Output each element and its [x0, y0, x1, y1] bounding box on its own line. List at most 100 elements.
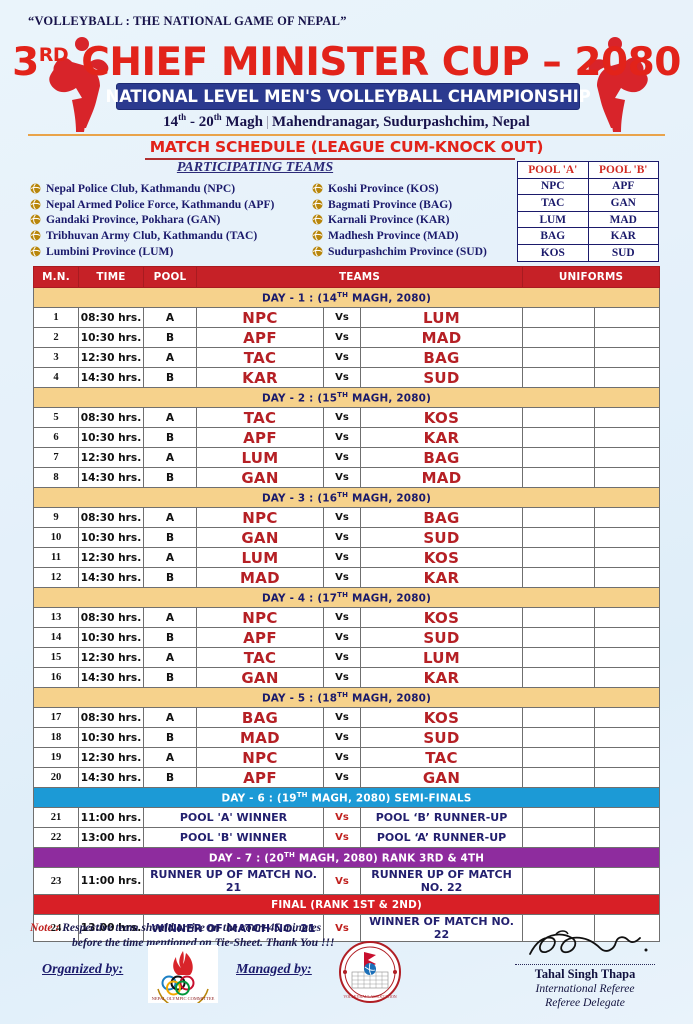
- col-header-time: TIME: [78, 266, 144, 288]
- match-number: 2: [33, 327, 79, 348]
- match-time: 10:30 hrs.: [78, 327, 144, 348]
- uniform-cell-2: [594, 747, 661, 768]
- pool-a-team: NPC: [517, 177, 589, 196]
- title-ordinal-suffix: RD: [38, 44, 69, 66]
- uniform-cell-2: [594, 427, 661, 448]
- vs-label: Vs: [323, 607, 361, 628]
- match-team-2: POOL ‘A’ RUNNER-UP: [359, 827, 524, 848]
- match-number: 15: [33, 647, 79, 668]
- organizer-logo: NEPAL OLYMPIC COMMITTEE: [148, 945, 218, 1009]
- day-header-label: DAY - 4 : (17TH MAGH, 2080): [32, 587, 661, 608]
- table-row: KOS SUD: [517, 243, 659, 262]
- uniform-cell-1: [522, 807, 596, 828]
- match-team-2: BAG: [359, 507, 524, 528]
- match-team-1: NPC: [196, 747, 324, 768]
- match-number: 1: [33, 307, 79, 328]
- uniform-cell-1: [522, 867, 596, 895]
- volleyball-bullet-icon: [30, 230, 41, 241]
- day-header-row: DAY - 2 : (15TH MAGH, 2080): [32, 387, 661, 408]
- volleyball-bullet-icon: [30, 246, 41, 257]
- pool-b-team: APF: [587, 177, 659, 196]
- match-team-2: SUD: [359, 367, 524, 388]
- match-pool: A: [143, 407, 197, 428]
- match-time: 10:30 hrs.: [78, 427, 144, 448]
- volleyball-bullet-icon: [312, 199, 323, 210]
- match-time: 12:30 hrs.: [78, 547, 144, 568]
- vs-label: Vs: [323, 567, 361, 588]
- match-team-1: POOL 'A' WINNER: [143, 807, 324, 828]
- uniform-cell-2: [594, 867, 661, 895]
- uniform-cell-2: [594, 914, 661, 942]
- match-team-1: APF: [196, 627, 324, 648]
- list-item-label: Sudurpashchim Province (SUD): [328, 244, 487, 258]
- date-from: 14: [163, 114, 179, 130]
- list-item: Gandaki Province, Pokhara (GAN): [30, 212, 325, 228]
- uniform-cell-1: [522, 347, 596, 368]
- list-item-label: Madhesh Province (MAD): [328, 229, 459, 243]
- list-item-label: Gandaki Province, Pokhara (GAN): [46, 213, 221, 227]
- match-team-1: RUNNER UP OF MATCH NO. 21: [143, 867, 324, 895]
- day-header-row: DAY - 1 : (14TH MAGH, 2080): [32, 287, 661, 308]
- vs-label: Vs: [323, 427, 361, 448]
- uniform-cell-1: [522, 307, 596, 328]
- note-line-1: Respective team should arrive on the cou…: [62, 921, 322, 934]
- vs-label: Vs: [323, 467, 361, 488]
- list-item: Koshi Province (KOS): [312, 181, 542, 197]
- volleyball-player-right-icon: [575, 36, 655, 136]
- uniform-cell-2: [594, 527, 661, 548]
- match-row: 10 10:30 hrs. B GAN Vs SUD: [33, 527, 661, 548]
- day-header-label: DAY - 1 : (14TH MAGH, 2080): [32, 287, 661, 308]
- match-row: 23 11:00 hrs. RUNNER UP OF MATCH NO. 21 Vs R…: [33, 867, 661, 895]
- match-number: 22: [33, 827, 79, 848]
- match-time: 14:30 hrs.: [78, 767, 144, 788]
- title-ordinal: 3: [12, 40, 39, 85]
- uniform-cell-2: [594, 547, 661, 568]
- vs-label: Vs: [323, 327, 361, 348]
- pool-a-team: KOS: [517, 243, 589, 262]
- list-item-label: Nepal Armed Police Force, Kathmandu (APF…: [46, 197, 275, 211]
- match-pool: A: [143, 447, 197, 468]
- signatory-role-1: International Referee: [535, 982, 635, 995]
- uniform-cell-2: [594, 707, 661, 728]
- match-row: 18 10:30 hrs. B MAD Vs SUD: [33, 727, 661, 748]
- teams-column-right: Koshi Province (KOS) Bagmati Province (B…: [312, 181, 542, 259]
- match-pool: A: [143, 307, 197, 328]
- match-pool: B: [143, 567, 197, 588]
- svg-text:VOLLEYBALL ASSOCIATION: VOLLEYBALL ASSOCIATION: [343, 994, 396, 999]
- list-item: Madhesh Province (MAD): [312, 228, 542, 244]
- date-to: 20: [198, 114, 214, 130]
- match-team-2: WINNER OF MATCH NO. 22: [359, 914, 524, 942]
- match-pool: A: [143, 507, 197, 528]
- match-number: 20: [33, 767, 79, 788]
- match-time: 12:30 hrs.: [78, 447, 144, 468]
- match-time: 08:30 hrs.: [78, 707, 144, 728]
- match-team-2: KOS: [359, 547, 524, 568]
- signatory-name: Tahal Singh Thapa: [534, 967, 636, 981]
- day-header-row: DAY - 6 : (19TH MAGH, 2080) SEMI-FINALS: [32, 787, 661, 808]
- uniform-cell-1: [522, 747, 596, 768]
- match-row: 14 10:30 hrs. B APF Vs SUD: [33, 627, 661, 648]
- uniform-cell-1: [522, 467, 596, 488]
- list-item-label: Lumbini Province (LUM): [46, 244, 174, 258]
- volleyball-bullet-icon: [312, 183, 323, 194]
- day-header-row: DAY - 3 : (16TH MAGH, 2080): [32, 487, 661, 508]
- teams-column-left: Nepal Police Club, Kathmandu (NPC) Nepal…: [30, 181, 325, 259]
- match-team-1: NPC: [196, 307, 324, 328]
- vs-label: Vs: [323, 627, 361, 648]
- match-team-1: LUM: [196, 447, 324, 468]
- match-pool: B: [143, 727, 197, 748]
- match-pool: B: [143, 527, 197, 548]
- note-label: Note :: [30, 921, 60, 934]
- match-row: 16 14:30 hrs. B GAN Vs KAR: [33, 667, 661, 688]
- match-row: 17 08:30 hrs. A BAG Vs KOS: [33, 707, 661, 728]
- list-item-label: Karnali Province (KAR): [328, 213, 450, 227]
- uniform-cell-2: [594, 667, 661, 688]
- svg-text:NEPAL OLYMPIC COMMITTEE: NEPAL OLYMPIC COMMITTEE: [152, 996, 215, 1001]
- match-time: 10:30 hrs.: [78, 527, 144, 548]
- match-time: 11:00 hrs.: [78, 807, 144, 828]
- vs-label: Vs: [323, 647, 361, 668]
- pool-a-team: TAC: [517, 194, 589, 212]
- pool-a-header: POOL 'A': [517, 161, 589, 179]
- match-row: 24 13:00 hrs. WINNER OF MATCH NO. 21 Vs WINN…: [33, 914, 661, 942]
- day-header-row: FINAL (RANK 1ST & 2ND): [32, 894, 661, 915]
